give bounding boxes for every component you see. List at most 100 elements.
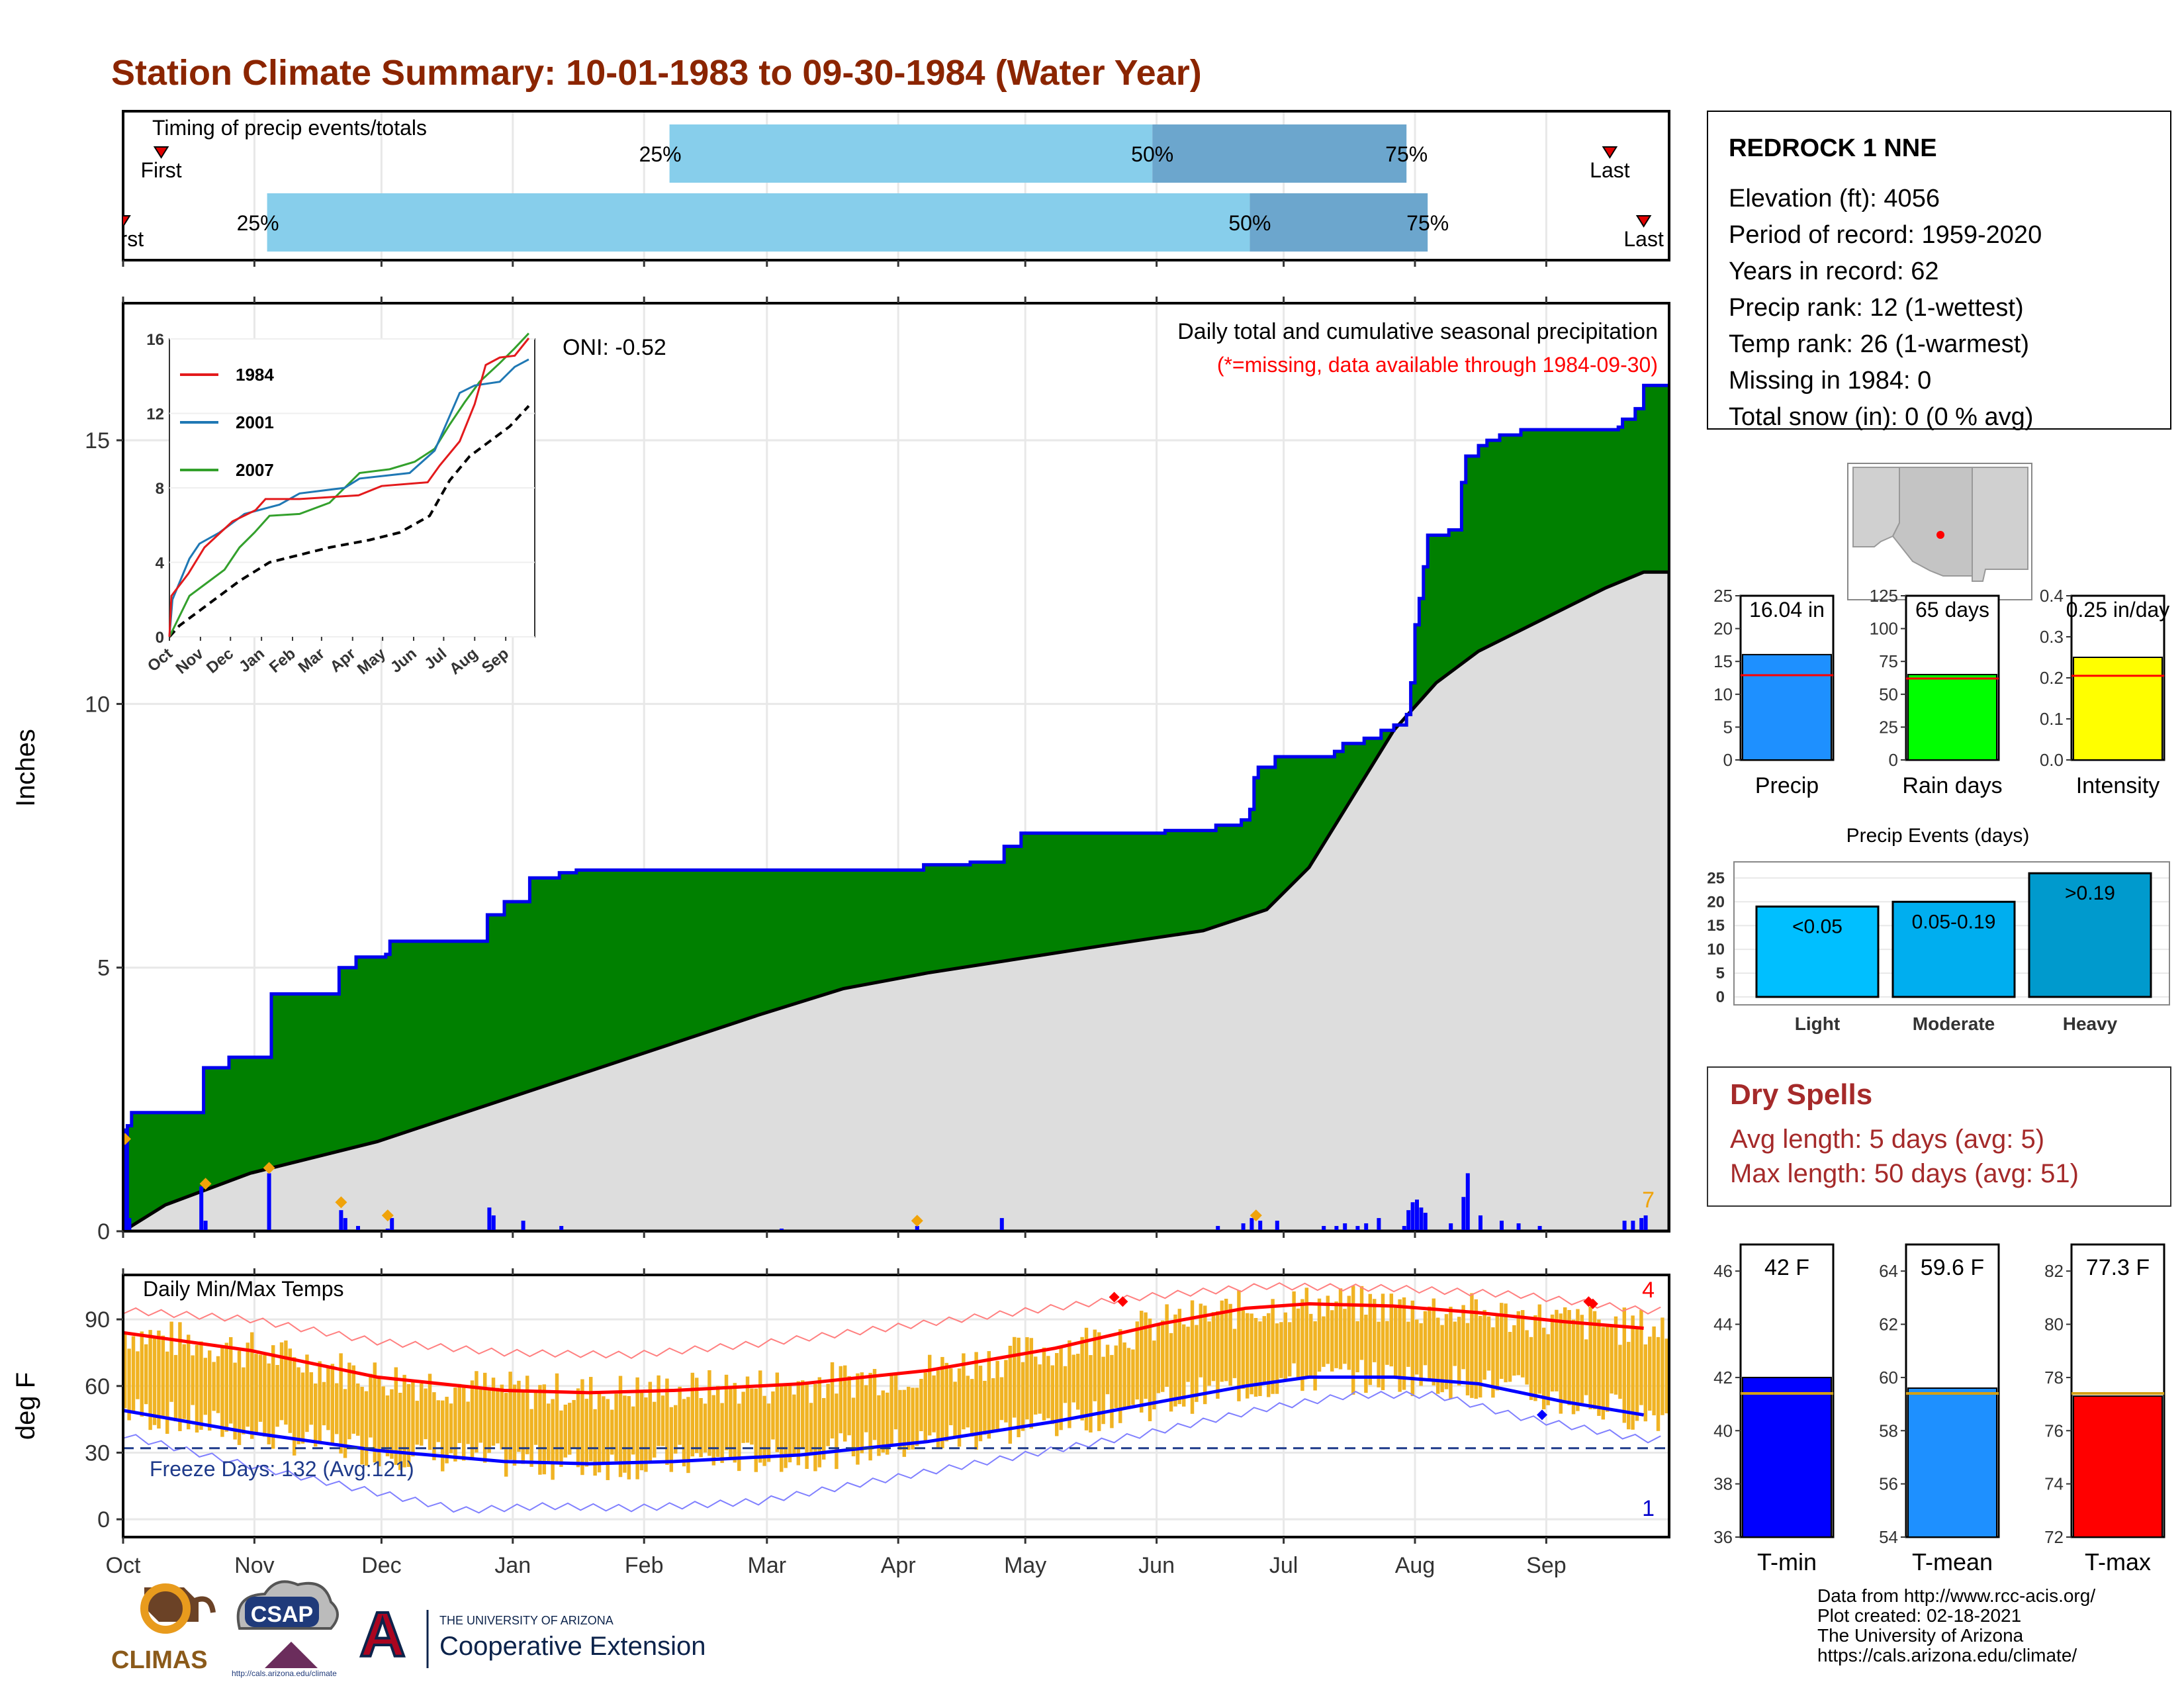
daily-temp-bar — [1500, 1303, 1504, 1380]
daily-temp-bar — [559, 1410, 563, 1468]
daily-temp-bar — [369, 1374, 373, 1438]
events-bar — [2028, 872, 2152, 998]
summary-bar-tick-label: 0.3 — [2040, 627, 2064, 647]
daily-temp-bar — [991, 1378, 995, 1432]
daily-temp-bar — [517, 1380, 521, 1452]
daily-temp-bar — [1042, 1347, 1046, 1421]
month-tick-label: Aug — [1395, 1553, 1435, 1578]
daily-temp-bar — [415, 1401, 420, 1445]
daily-temp-bar — [682, 1399, 686, 1467]
daily-temp-bar — [809, 1403, 813, 1455]
summary-bar-value — [2073, 657, 2163, 761]
daily-temp-bar — [1373, 1299, 1377, 1362]
station-info-line: Precip rank: 12 (1-wettest) — [1729, 294, 2024, 322]
daily-temp-bar — [293, 1357, 296, 1456]
tmin-avg-line — [123, 1375, 1645, 1466]
daily-temp-bar — [1140, 1311, 1144, 1413]
daily-temp-bar — [318, 1361, 322, 1444]
daily-temp-bar — [737, 1403, 741, 1472]
daily-temp-bar — [237, 1350, 242, 1445]
daily-temp-bar — [843, 1365, 847, 1442]
daily-temp-bar — [441, 1400, 445, 1472]
daily-temp-bar — [750, 1388, 754, 1445]
temp-summary-tick-label: 40 — [1713, 1421, 1733, 1440]
daily-temp-bar — [1021, 1362, 1025, 1431]
daily-precip-bar — [1643, 1215, 1648, 1231]
daily-precip-bar — [1241, 1223, 1246, 1231]
daily-temp-bar — [254, 1354, 258, 1434]
daily-record-marker — [123, 1133, 131, 1145]
daily-temp-bar — [902, 1389, 907, 1457]
daily-temp-bar — [1592, 1311, 1597, 1409]
daily-temp-bar — [161, 1335, 165, 1418]
daily-temp-bar — [1250, 1313, 1253, 1395]
daily-temp-bar — [1114, 1345, 1118, 1409]
daily-temp-bar — [665, 1378, 669, 1465]
daily-precip-bar — [999, 1218, 1004, 1231]
daily-temp-bar — [1398, 1299, 1402, 1392]
daily-temp-bar — [830, 1362, 835, 1439]
daily-temp-bar — [212, 1362, 216, 1411]
daily-temp-bar — [801, 1380, 805, 1450]
inset-avg-line — [168, 404, 530, 638]
page-title: Station Climate Summary: 10-01-1983 to 0… — [111, 53, 1202, 93]
daily-temp-bar — [1135, 1321, 1140, 1400]
csap-logo: CSAP http://cals.arizona.edu/climate — [232, 1580, 339, 1678]
daily-temp-bar — [521, 1391, 525, 1464]
daily-record-marker — [335, 1196, 347, 1209]
daily-temp-bar — [703, 1403, 707, 1453]
record-high-marker — [1117, 1296, 1128, 1307]
daily-temp-bar — [864, 1385, 868, 1432]
inset-1984-line — [168, 337, 530, 637]
summary-bar-tick-label: 0.1 — [2040, 709, 2064, 729]
ua-logo: A THE UNIVERSITY OF ARIZONA Cooperative … — [358, 1598, 705, 1671]
station-info-line: Missing in 1984: 0 — [1729, 367, 1931, 395]
daily-temp-bar — [1059, 1346, 1063, 1430]
oni-label: ONI: -0.52 — [563, 335, 666, 360]
daily-temp-bar — [1118, 1329, 1122, 1423]
footer-line: Data from http://www.rcc-acis.org/ — [1817, 1585, 2095, 1606]
station-info-line: Elevation (ft): 4056 — [1729, 185, 1940, 212]
daily-temp-bar — [1169, 1333, 1173, 1412]
temp-y-tick-label: 60 — [85, 1374, 110, 1399]
daily-temp-bar — [533, 1392, 538, 1445]
daily-temp-bar — [1101, 1356, 1105, 1425]
timing-p75-label: 75% — [1406, 211, 1449, 235]
daily-temp-bar — [483, 1372, 487, 1463]
daily-temp-bar — [220, 1347, 224, 1437]
temp-y-tick-label: 0 — [97, 1507, 110, 1532]
daily-temp-bar — [1631, 1315, 1635, 1430]
daily-temp-bar — [1029, 1338, 1034, 1429]
daily-temp-bar — [1516, 1311, 1521, 1376]
main-label-missing: (*=missing, data available through 1984-… — [1217, 353, 1658, 377]
daily-temp-bar — [1262, 1316, 1267, 1384]
daily-temp-bar — [1359, 1286, 1364, 1360]
daily-precip-bar — [339, 1210, 343, 1231]
daily-temp-bar — [780, 1383, 784, 1472]
daily-temp-bar — [1068, 1340, 1071, 1429]
daily-temp-bar — [1110, 1354, 1114, 1429]
daily-temp-bar — [1126, 1348, 1131, 1409]
daily-temp-bar — [529, 1409, 533, 1467]
daily-temp-bar — [343, 1389, 347, 1458]
timing-last-marker — [1602, 146, 1618, 159]
daily-temp-bar — [1486, 1316, 1491, 1371]
temp-y-tick-label: 30 — [85, 1440, 110, 1466]
daily-temp-bar — [1220, 1300, 1224, 1382]
daily-temp-bar — [563, 1404, 568, 1458]
daily-temp-bar — [580, 1379, 584, 1476]
daily-precip-bar — [1423, 1213, 1428, 1231]
daily-precip-bar — [1343, 1223, 1347, 1231]
daily-temp-bar — [999, 1377, 1004, 1421]
main-chart — [123, 383, 1669, 1231]
daily-temp-bar — [724, 1374, 729, 1450]
daily-temp-bar — [1322, 1316, 1326, 1367]
summary-bar-tick-label: 50 — [1879, 684, 1898, 704]
events-bar-label: <0.05 — [1792, 915, 1843, 937]
daily-temp-bar — [1224, 1298, 1228, 1382]
daily-temp-bar — [1271, 1299, 1275, 1394]
daily-precip-bar — [1516, 1223, 1521, 1231]
events-tick-label: 25 — [1707, 869, 1725, 887]
daily-temp-bar — [1283, 1312, 1288, 1381]
